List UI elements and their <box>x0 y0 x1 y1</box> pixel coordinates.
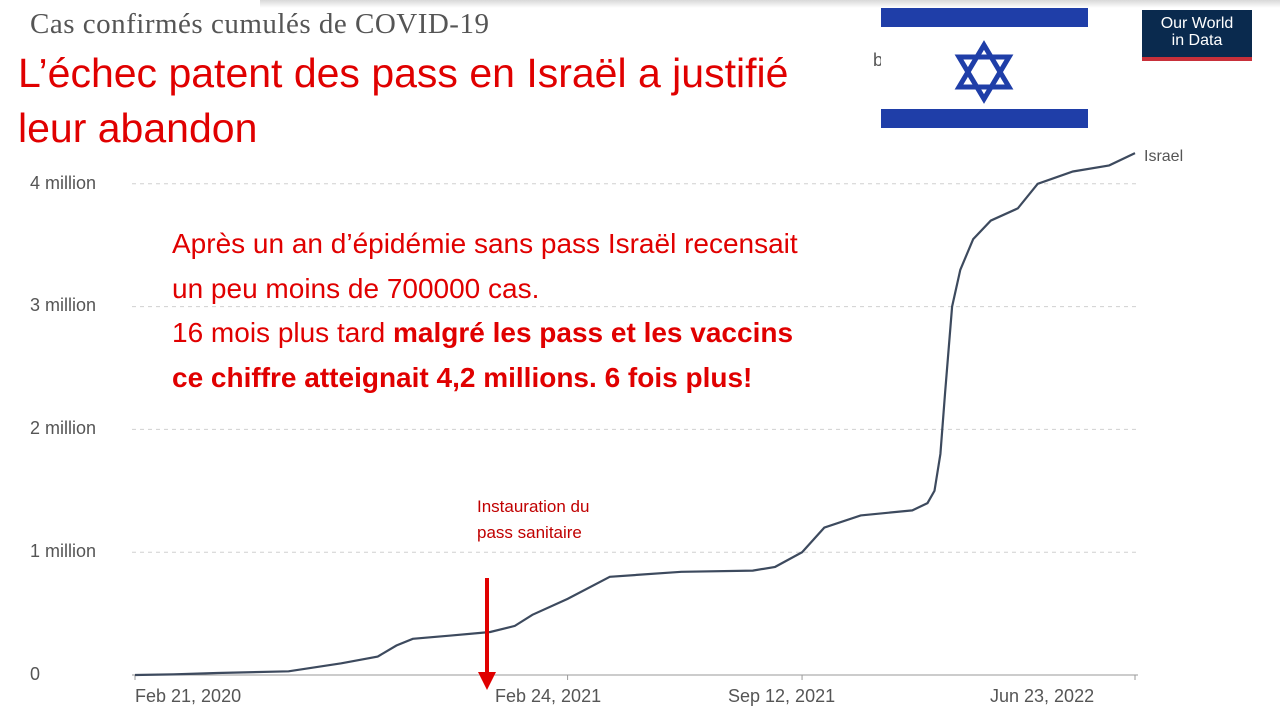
logo-underline <box>1142 57 1252 61</box>
y-tick-4m: 4 million <box>30 173 97 193</box>
annotation-line-3-normal: 16 mois plus tard <box>172 317 393 349</box>
annotation-text: Après un an d’épidémie sans pass Israël … <box>172 222 932 400</box>
pass-sanitaire-note: Instauration du pass sanitaire <box>477 494 657 546</box>
annotation-line-3-bold: malgré les pass et les vaccins <box>393 317 794 349</box>
x-tick-sep-2021: Sep 12, 2021 <box>728 686 836 706</box>
x-tick-feb-2021: Feb 24, 2021 <box>495 686 602 706</box>
pass-arrow-icon <box>478 578 496 690</box>
x-tick-feb-2020: Feb 21, 2020 <box>135 686 242 706</box>
logo-line-1: Our World <box>1160 15 1234 32</box>
x-tick-jun-2022: Jun 23, 2022 <box>990 686 1095 706</box>
israel-flag-icon <box>881 8 1088 132</box>
top-shadow-bar <box>260 0 1280 8</box>
annotation-line-3: 16 mois plus tard malgré les pass et les… <box>172 311 932 356</box>
pass-note-line-2: pass sanitaire <box>477 523 582 542</box>
chart-title: Cas confirmés cumulés de COVID-19 <box>30 8 490 40</box>
pass-note-line-1: Instauration du <box>477 497 590 516</box>
annotation-line-4-bold: ce chiffre atteignait 4,2 millions. 6 fo… <box>172 361 753 393</box>
annotation-line-2: un peu moins de 700000 cas. <box>172 272 540 304</box>
annotation-line-1: Après un an d’épidémie sans pass Israël … <box>172 228 798 259</box>
y-tick-3m: 3 million <box>30 295 97 315</box>
annotation-line-4: ce chiffre atteignait 4,2 millions. 6 fo… <box>172 356 932 401</box>
series-label-israel: Israel <box>1144 148 1184 165</box>
y-tick-2m: 2 million <box>30 418 97 438</box>
y-tick-1m: 1 million <box>30 541 97 561</box>
logo-line-2: in Data <box>1171 32 1223 49</box>
subtitle-fragment: b <box>873 50 884 70</box>
owid-logo: Our World in Data <box>1142 10 1252 60</box>
series-line-israel <box>134 152 1136 677</box>
slide-headline: L’échec patent des pass en Israël a just… <box>18 50 789 151</box>
y-tick-0: 0 <box>30 664 41 684</box>
